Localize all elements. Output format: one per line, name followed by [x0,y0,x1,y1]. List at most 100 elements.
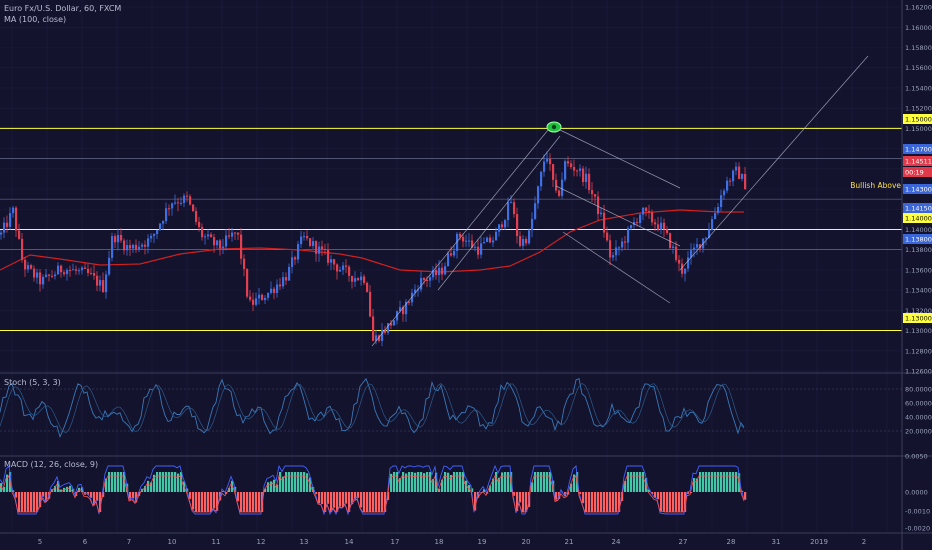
candle-body [438,267,441,276]
macd-hist-bar [573,474,576,492]
candle-body [285,277,288,281]
macd-hist-bar [372,492,375,512]
macd-hist-bar [675,492,678,512]
macd-hist-bar [729,472,732,492]
eye-marker-icon[interactable] [546,121,562,133]
macd-hist-bar [249,492,252,512]
stoch-panel [0,377,902,439]
macd-hist-bar [36,492,39,512]
candle-body [528,230,531,244]
candle-body [621,241,624,248]
macd-hist-bar [312,486,315,492]
macd-hist-bar [42,492,45,497]
candle-body [210,234,213,238]
macd-hist-bar [54,485,57,492]
candle-body [615,247,618,256]
macd-hist-bar [108,472,111,492]
price-tag [903,213,932,223]
macd-hist-bar [273,479,276,492]
candle-body [162,221,165,224]
candle-body [114,236,117,243]
trend-line[interactable] [555,185,681,247]
macd-hist-bar [588,492,591,512]
trend-line[interactable] [371,129,549,347]
macd-hist-bar [450,474,453,492]
macd-hist-bar [27,492,30,512]
macd-hist-bar [363,492,366,512]
candle-body [135,244,138,250]
macd-hist-bar [294,472,297,492]
candle-body [243,258,246,270]
macd-hist-bar [513,492,516,496]
price-tag [903,114,932,124]
candle-body [741,173,744,179]
candle-body [45,274,48,277]
candle-body [369,291,372,317]
candle-body [96,275,99,286]
candle-body [390,323,393,326]
candle-body [15,207,18,231]
candle-body [396,311,399,321]
candle-body [483,242,486,244]
candle-body [90,272,93,274]
candle-body [249,296,252,300]
macd-hist-bar [117,472,120,492]
trend-lines[interactable] [371,55,869,347]
candle-body [144,244,147,247]
candle-body [270,288,273,293]
candle-body [543,161,546,172]
macd-hist-bar [456,472,459,492]
macd-hist-bar [375,492,378,512]
time-axis[interactable]: 5 6 7 10 11 12 13 14 17 18 19 20 21 24 27 28 31 2019 2 [38,538,866,546]
macd-hist-bar [606,492,609,512]
macd-hist-bar [714,472,717,492]
symbol-title[interactable]: Euro Fx/U.S. Dollar, 60, FXCM [4,4,122,13]
time-tick-label: 28 [727,538,736,546]
macd-hist-bar [672,492,675,512]
price-tick-label: 1.12800 [905,347,932,355]
candle-body [345,265,348,267]
candle-body [300,236,303,245]
macd-hist-bar [15,492,18,498]
candle-body [78,270,81,272]
stoch-indicator-label[interactable]: Stoch (5, 3, 3) [4,378,61,387]
macd-hist-bar [504,472,507,492]
macd-hist-bar [321,492,324,505]
macd-hist-bar [663,492,666,512]
candle-body [273,288,276,293]
trend-line[interactable] [679,55,869,271]
candle-body [558,190,561,196]
candle-body [141,244,144,247]
candle-body [324,249,327,251]
candle-body [294,257,297,260]
trend-line[interactable] [562,231,671,304]
time-tick-label: 10 [168,538,177,546]
ma-indicator-label[interactable]: MA (100, close) [4,15,67,24]
macd-hist-bar [324,492,327,512]
macd-hist-bar [582,492,585,504]
trend-line[interactable] [559,129,681,189]
macd-hist-bar [171,472,174,492]
candle-body [30,265,33,269]
macd-hist-bar [489,485,492,492]
candle-body [180,202,183,204]
macd-indicator-label[interactable]: MACD (12, 26, close, 9) [4,460,99,469]
candle-body [627,228,630,243]
price-axis[interactable]: 1.16200 1.16000 1.15800 1.15600 1.15400 1.152… [905,4,932,533]
candle-body [636,222,639,224]
candle-body [321,246,324,250]
candle-body [453,250,456,256]
candle-body [687,257,690,269]
macd-hist-bar [195,492,198,512]
trend-line[interactable] [437,135,561,291]
candle-body [120,234,123,241]
macd-hist-bar [123,472,126,492]
macd-hist-bar [516,492,519,512]
macd-hist-bar [93,492,96,506]
macd-hist-bar [144,486,147,492]
macd-hist-bar [147,480,150,492]
candle-body [594,194,597,197]
macd-hist-bar [483,489,486,492]
